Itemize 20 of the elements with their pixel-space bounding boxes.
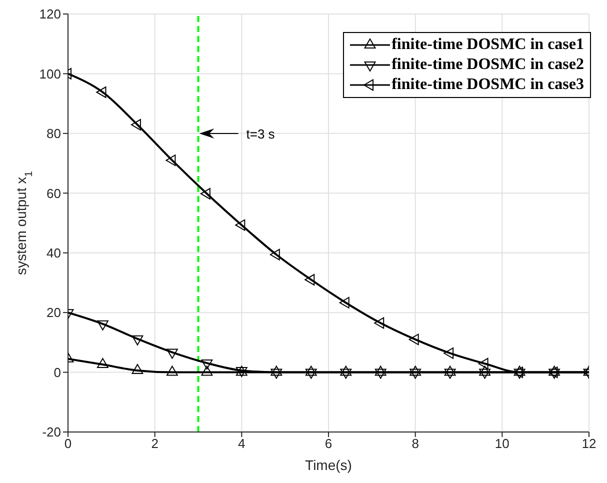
x-tick-label: 12 — [582, 436, 596, 452]
legend-label: finite-time DOSMC in case1 — [392, 35, 584, 55]
x-tick-label: 2 — [151, 436, 158, 452]
x-tick-label: 4 — [238, 436, 246, 452]
y-tick-label: 80 — [46, 126, 61, 142]
y-tick-label: 20 — [46, 305, 61, 320]
x-tick-label: 10 — [494, 436, 510, 452]
x-tick-label: 0 — [64, 436, 72, 452]
y-tick-label: 60 — [46, 186, 61, 201]
y-tick-label: 120 — [39, 6, 61, 22]
y-tick-label: 100 — [39, 66, 61, 82]
x-tick-label: 8 — [412, 436, 419, 452]
y-tick-label: -20 — [42, 424, 61, 440]
annotation: t=3 s — [246, 126, 276, 142]
legend-label: finite-time DOSMC in case3 — [392, 75, 584, 95]
y-tick-label: 0 — [54, 364, 61, 380]
x-axis-title: Time(s) — [305, 457, 352, 473]
y-tick-label: 40 — [46, 245, 61, 260]
x-tick-label: 6 — [324, 436, 332, 452]
legend-label: finite-time DOSMC in case2 — [392, 55, 584, 75]
